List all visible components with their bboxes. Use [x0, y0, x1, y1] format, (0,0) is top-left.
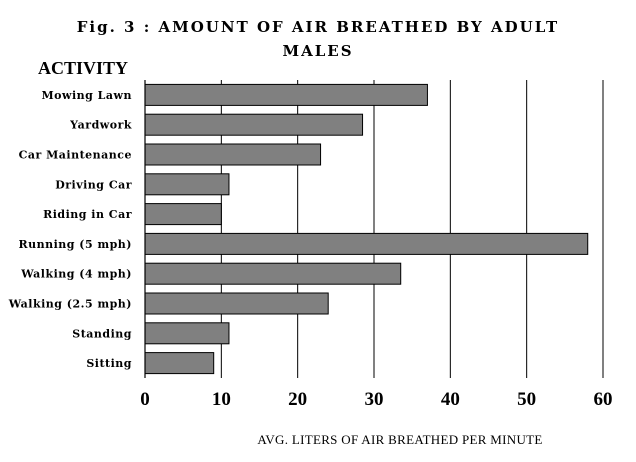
y-axis-label: ACTIVITY	[38, 58, 128, 78]
category-label: Sitting	[86, 357, 132, 370]
x-tick-label: 20	[288, 389, 307, 410]
bar	[144, 203, 222, 226]
x-tick-labels: 0 10 20 30 40 50 60	[140, 389, 612, 410]
bar	[144, 352, 215, 375]
category-label: Walking (4 mph)	[20, 268, 132, 281]
bar	[144, 232, 589, 255]
category-label: Car Maintenance	[19, 149, 132, 162]
category-labels: Mowing Lawn Yardwork Car Maintenance Drivin…	[8, 89, 132, 370]
chart-title-line1: Fig. 3 : AMOUNT OF AIR BREATHED BY ADULT	[77, 18, 559, 36]
x-axis-label: AVG. LITERS OF AIR BREATHED PER MINUTE	[257, 432, 542, 447]
chart-title-line2: MALES	[282, 42, 353, 60]
bar	[144, 143, 322, 166]
x-tick-label: 50	[517, 389, 536, 410]
category-label: Mowing Lawn	[41, 89, 132, 102]
bar	[144, 322, 230, 345]
bar	[144, 83, 428, 106]
category-label: Yardwork	[69, 119, 132, 132]
x-tick-label: 10	[212, 389, 231, 410]
bar	[144, 173, 230, 196]
category-label: Standing	[72, 327, 132, 340]
x-tick-label: 60	[594, 389, 613, 410]
bar	[144, 262, 402, 285]
bars	[144, 83, 589, 375]
bar	[144, 292, 329, 315]
category-label: Running (5 mph)	[18, 238, 132, 251]
x-tick-label: 0	[140, 389, 150, 410]
category-label: Riding in Car	[43, 208, 132, 221]
category-label: Walking (2.5 mph)	[8, 298, 132, 311]
bar	[144, 113, 364, 136]
x-tick-label: 40	[441, 389, 460, 410]
category-label: Driving Car	[55, 178, 132, 191]
x-tick-label: 30	[365, 389, 384, 410]
